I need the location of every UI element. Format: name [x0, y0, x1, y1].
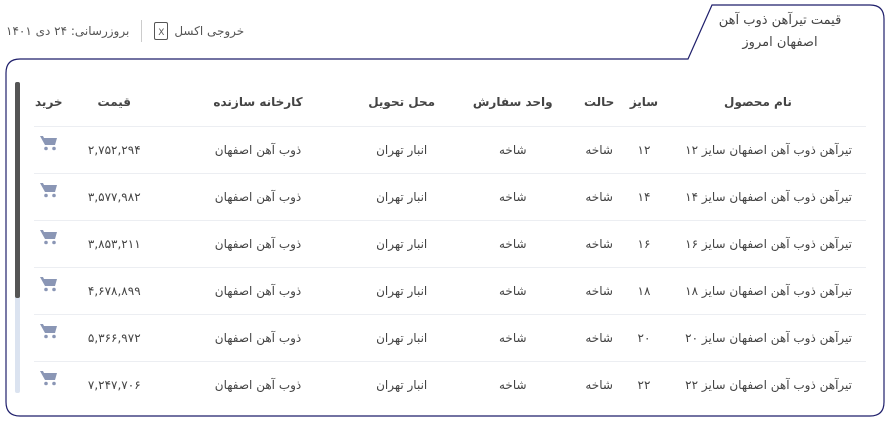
cell-factory: ذوب آهن اصفهان — [164, 361, 352, 408]
header-factory: کارخانه سازنده — [213, 95, 303, 109]
cell-size: ۲۲ — [625, 361, 663, 408]
title-line-2: اصفهان امروز — [742, 35, 818, 50]
cell-size: ۲۰ — [625, 314, 663, 362]
cell-delivery: انبار تهران — [351, 220, 453, 268]
cell-unit: شاخه — [452, 220, 574, 268]
cell-size: ۱۴ — [625, 173, 663, 221]
cell-state: شاخه — [573, 126, 626, 174]
cell-name: تیرآهن ذوب آهن اصفهان سایز ۱۶ — [662, 220, 866, 268]
cell-size: ۱۲ — [625, 126, 663, 174]
header-state: حالت — [583, 95, 615, 109]
cell-buy — [34, 220, 64, 268]
cell-name: تیرآهن ذوب آهن اصفهان سایز ۲۰ — [662, 314, 866, 362]
cell-state: شاخه — [573, 361, 626, 408]
updated-date: بروزرسانی: ۲۴ دی ۱۴۰۱ — [6, 24, 130, 38]
header-price: قیمت — [97, 95, 132, 109]
cell-unit: شاخه — [452, 126, 574, 174]
export-label: خروجی اکسل — [174, 24, 245, 38]
table-row: تیرآهن ذوب آهن اصفهان سایز ۱۲ ۱۲ شاخه شاخه ا… — [34, 126, 866, 174]
cell-state: شاخه — [573, 314, 626, 362]
header-buy: خرید — [35, 95, 63, 109]
cell-unit: شاخه — [452, 173, 574, 221]
table-row: تیرآهن ذوب آهن اصفهان سایز ۱۴ ۱۴ شاخه شاخه ا… — [34, 173, 866, 221]
excel-file-icon: X — [154, 22, 169, 40]
cell-unit: شاخه — [452, 361, 574, 408]
cell-delivery: انبار تهران — [351, 314, 453, 362]
cell-factory: ذوب آهن اصفهان — [164, 267, 352, 315]
cell-size: ۱۸ — [625, 267, 663, 315]
cell-unit: شاخه — [452, 267, 574, 315]
header-name: نام محصول — [724, 95, 792, 109]
header-size: سایز — [629, 95, 659, 109]
cell-buy — [34, 314, 64, 362]
cell-delivery: انبار تهران — [351, 126, 453, 174]
cell-factory: ذوب آهن اصفهان — [164, 126, 352, 174]
table-row: تیرآهن ذوب آهن اصفهان سایز ۱۸ ۱۸ شاخه شاخه ا… — [34, 267, 866, 315]
cell-buy — [34, 173, 64, 221]
cell-buy — [34, 361, 64, 408]
cell-name: تیرآهن ذوب آهن اصفهان سایز ۱۴ — [662, 173, 866, 221]
table-header: نام محصول سایز حالت واحد سفارش محل تحویل… — [34, 78, 866, 127]
page-title: قیمت تیرآهن ذوب آهن اصفهان امروز — [700, 10, 860, 54]
cell-state: شاخه — [573, 267, 626, 315]
cell-price: ۴,۶۷۸,۸۹۹ — [63, 267, 165, 315]
cell-price: ۵,۳۶۶,۹۷۲ — [63, 314, 165, 362]
toolbar: خروجی اکسل X بروزرسانی: ۲۴ دی ۱۴۰۱ — [6, 18, 244, 44]
cell-unit: شاخه — [452, 314, 574, 362]
cart-icon[interactable] — [39, 135, 58, 151]
cell-factory: ذوب آهن اصفهان — [164, 314, 352, 362]
price-table: نام محصول سایز حالت واحد سفارش محل تحویل… — [34, 78, 866, 408]
cell-price: ۲,۷۵۲,۲۹۴ — [63, 126, 165, 174]
table-row: تیرآهن ذوب آهن اصفهان سایز ۲۰ ۲۰ شاخه شاخه ا… — [34, 314, 866, 362]
cart-icon[interactable] — [39, 182, 58, 198]
cell-delivery: انبار تهران — [351, 267, 453, 315]
cell-buy — [34, 126, 64, 174]
cart-icon[interactable] — [39, 323, 58, 339]
table-row: تیرآهن ذوب آهن اصفهان سایز ۲۲ ۲۲ شاخه شاخه ا… — [34, 361, 866, 408]
cell-price: ۳,۸۵۳,۲۱۱ — [63, 220, 165, 268]
scrollbar-thumb[interactable] — [15, 82, 20, 298]
cell-factory: ذوب آهن اصفهان — [164, 173, 352, 221]
scrollbar[interactable] — [15, 82, 20, 393]
cart-icon[interactable] — [39, 370, 58, 386]
divider — [141, 20, 143, 42]
cell-factory: ذوب آهن اصفهان — [164, 220, 352, 268]
title-line-1: قیمت تیرآهن ذوب آهن — [718, 13, 842, 28]
cell-size: ۱۶ — [625, 220, 663, 268]
header-unit: واحد سفارش — [472, 95, 553, 109]
cell-delivery: انبار تهران — [351, 173, 453, 221]
cell-state: شاخه — [573, 173, 626, 221]
cart-icon[interactable] — [39, 229, 58, 245]
table-row: تیرآهن ذوب آهن اصفهان سایز ۱۶ ۱۶ شاخه شاخه ا… — [34, 220, 866, 268]
cell-name: تیرآهن ذوب آهن اصفهان سایز ۲۲ — [662, 361, 866, 408]
cell-price: ۳,۵۷۷,۹۸۲ — [63, 173, 165, 221]
cell-name: تیرآهن ذوب آهن اصفهان سایز ۱۲ — [662, 126, 866, 174]
cell-price: ۷,۲۴۷,۷۰۶ — [63, 361, 165, 408]
header-delivery: محل تحویل — [368, 95, 436, 109]
export-excel-button[interactable]: خروجی اکسل X — [154, 22, 244, 40]
cell-name: تیرآهن ذوب آهن اصفهان سایز ۱۸ — [662, 267, 866, 315]
cell-delivery: انبار تهران — [351, 361, 453, 408]
cart-icon[interactable] — [39, 276, 58, 292]
cell-buy — [34, 267, 64, 315]
cell-state: شاخه — [573, 220, 626, 268]
